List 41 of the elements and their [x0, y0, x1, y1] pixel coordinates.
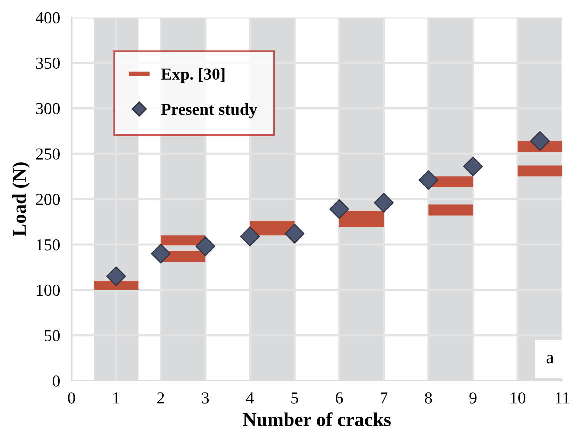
y-tick-label: 350: [36, 58, 60, 70]
point: [330, 199, 350, 220]
x-tick-label: 7: [380, 392, 388, 404]
point: [530, 131, 550, 152]
x-tick-label: 2: [158, 392, 164, 404]
point: [106, 266, 126, 286]
x-axis-title: Number of cracks: [243, 412, 392, 426]
x-tick-label: 9: [470, 392, 477, 404]
bar: [339, 211, 384, 228]
y-tick-label: 150: [37, 239, 60, 251]
y-tick-label: 0: [52, 376, 60, 387]
x-tick-label: 10: [511, 392, 526, 404]
bar: [94, 281, 139, 290]
y-tick-label: 300: [36, 103, 60, 114]
point: [418, 170, 439, 190]
x-tick-label: 1: [114, 392, 120, 404]
x-tick-label: 8: [425, 392, 432, 404]
point: [284, 224, 305, 244]
x-tick-label: 6: [336, 392, 344, 404]
x-tick-label: 3: [202, 392, 210, 404]
point: [463, 156, 484, 177]
point: [240, 226, 260, 246]
x-tick-label: 4: [246, 392, 254, 404]
point: [374, 193, 394, 213]
bar: [428, 204, 474, 216]
y-tick-label: 100: [37, 284, 60, 296]
y-tick-label: 400: [36, 12, 60, 24]
y-tick-label: 250: [36, 148, 60, 160]
y-axis-title: Load (N): [12, 162, 30, 237]
x-tick-label: 0: [68, 392, 76, 404]
point: [151, 244, 171, 264]
bar: [160, 236, 206, 246]
x-tick-label: 5: [292, 392, 298, 404]
y-tick-label: 50: [44, 330, 60, 342]
y-tick-label: 200: [36, 194, 60, 206]
bar: [518, 166, 563, 177]
point: [196, 236, 216, 256]
legend-label: Exp. [30]: [161, 68, 225, 84]
annotation: a: [546, 355, 554, 364]
x-tick-label: 11: [556, 392, 570, 404]
legend-label: Present study: [161, 103, 258, 119]
